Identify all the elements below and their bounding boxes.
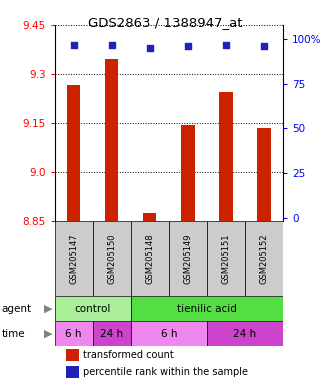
Text: ▶: ▶ (44, 329, 52, 339)
Text: 24 h: 24 h (100, 329, 123, 339)
Text: ▶: ▶ (44, 304, 52, 314)
Bar (55, 321, 93, 346)
Bar (181, 125, 195, 221)
Text: percentile rank within the sample: percentile rank within the sample (83, 367, 248, 377)
Text: time: time (2, 329, 25, 339)
Bar (219, 92, 233, 221)
Bar (169, 221, 207, 296)
Bar (131, 321, 207, 346)
Bar (207, 221, 245, 296)
Bar (55, 221, 93, 296)
Text: GSM205147: GSM205147 (69, 233, 78, 284)
Bar (131, 221, 169, 296)
Text: GSM205151: GSM205151 (221, 233, 230, 284)
Text: tienilic acid: tienilic acid (177, 304, 237, 314)
Bar (257, 128, 271, 221)
Text: GSM205152: GSM205152 (260, 233, 268, 284)
Text: GSM205149: GSM205149 (183, 233, 192, 284)
Text: 6 h: 6 h (161, 329, 177, 339)
Text: 6 h: 6 h (66, 329, 82, 339)
Bar (93, 321, 131, 346)
Text: control: control (74, 304, 111, 314)
Bar (66, 349, 78, 361)
Bar (207, 321, 283, 346)
Text: transformed count: transformed count (83, 350, 174, 360)
Bar (245, 221, 283, 296)
Bar (55, 296, 131, 321)
Bar (93, 221, 131, 296)
Point (109, 41, 115, 48)
Point (71, 41, 76, 48)
Point (261, 43, 266, 50)
Text: 24 h: 24 h (233, 329, 257, 339)
Point (223, 41, 228, 48)
Point (147, 45, 152, 51)
Bar (105, 59, 118, 221)
Bar (131, 296, 283, 321)
Bar (66, 366, 78, 378)
Bar (143, 213, 157, 221)
Text: agent: agent (2, 304, 32, 314)
Point (185, 43, 191, 50)
Text: GSM205150: GSM205150 (107, 233, 116, 284)
Text: GDS2863 / 1388947_at: GDS2863 / 1388947_at (88, 16, 243, 29)
Text: GSM205148: GSM205148 (145, 233, 154, 284)
Bar (67, 86, 80, 221)
